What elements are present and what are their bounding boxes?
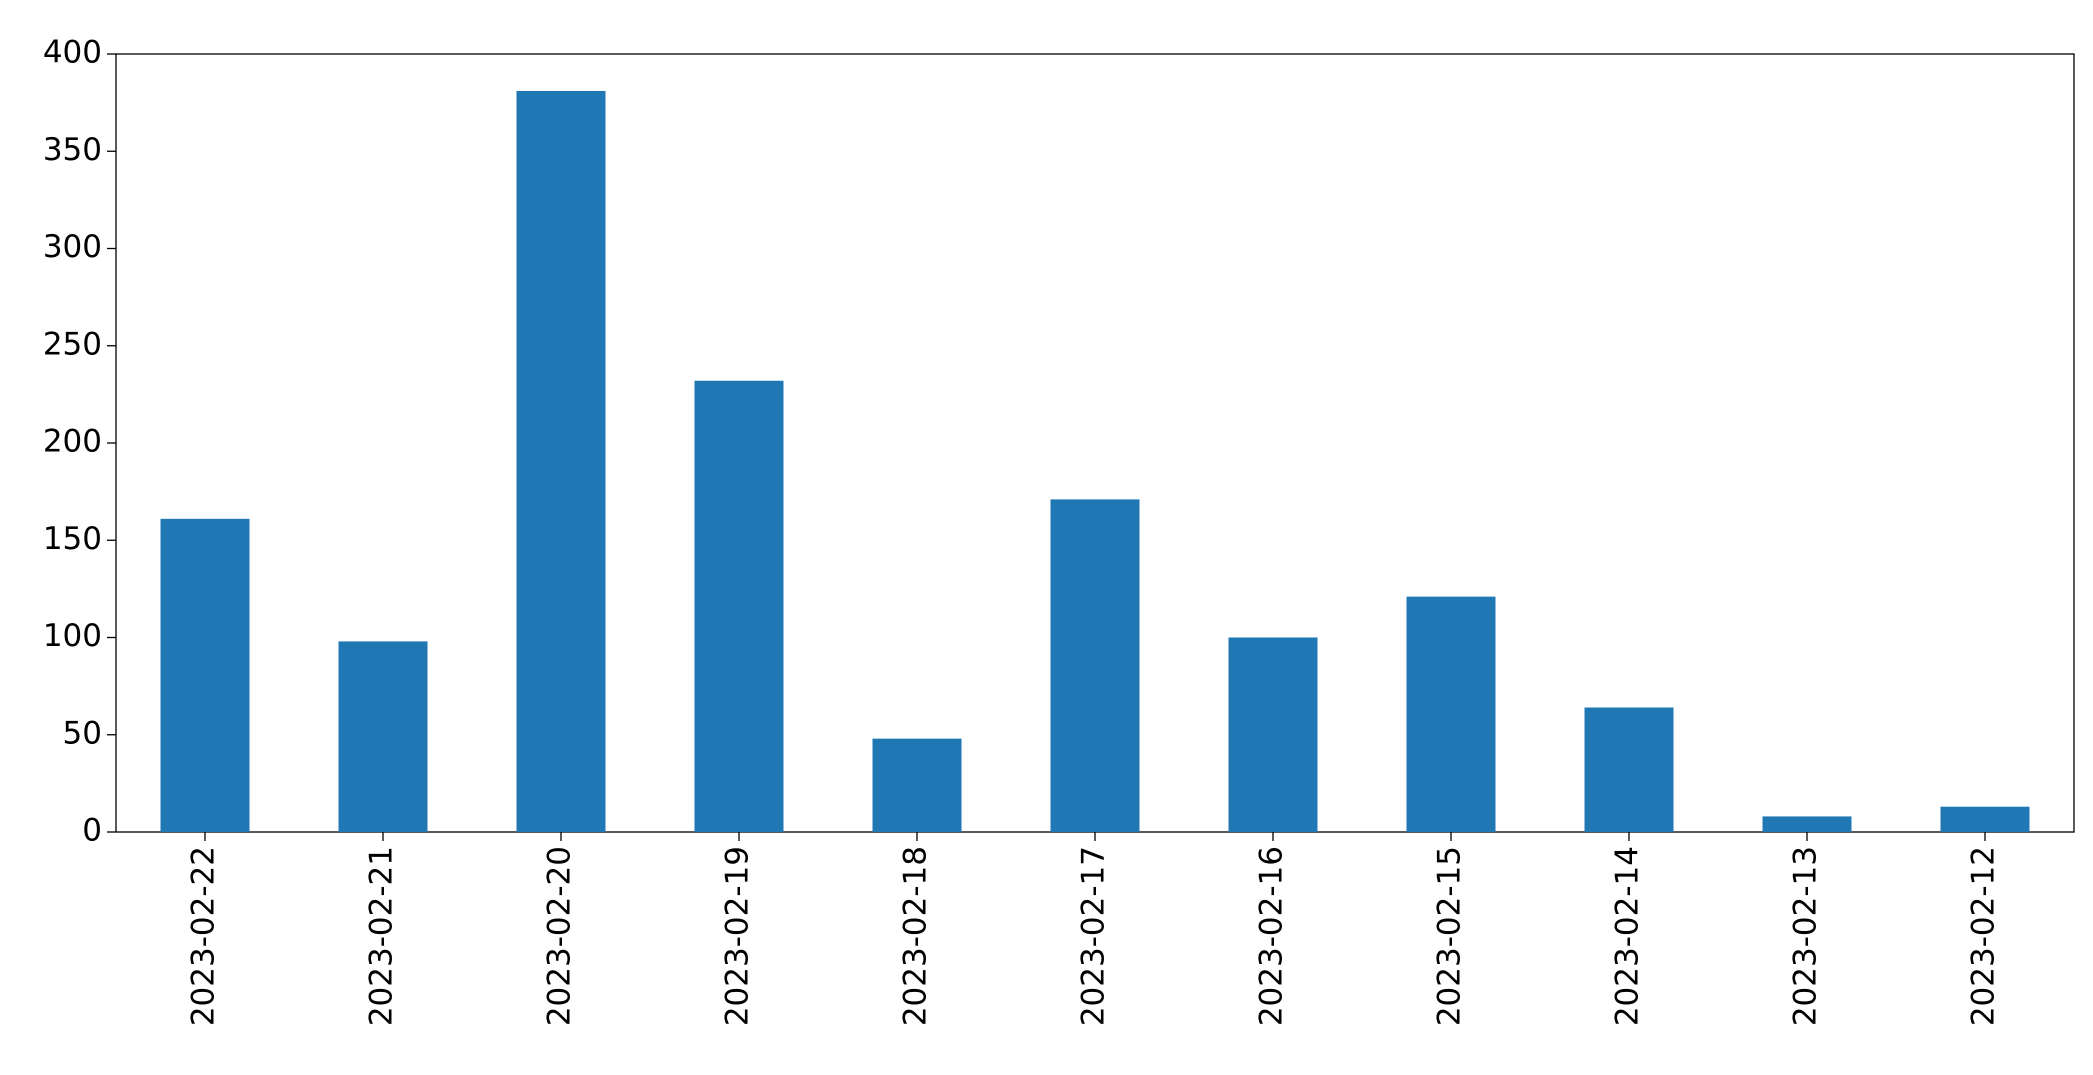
bar bbox=[694, 380, 784, 832]
x-tick-label: 2023-02-18 bbox=[898, 846, 934, 1026]
bar bbox=[872, 738, 962, 832]
bar bbox=[1584, 707, 1674, 832]
bar bbox=[1940, 806, 2030, 832]
y-tick-label: 150 bbox=[43, 521, 102, 557]
y-tick-label: 250 bbox=[43, 326, 102, 362]
x-tick-label: 2023-02-16 bbox=[1254, 846, 1290, 1026]
x-tick-label: 2023-02-17 bbox=[1076, 846, 1112, 1026]
x-tick-label: 2023-02-22 bbox=[186, 846, 222, 1026]
bar bbox=[1406, 596, 1496, 832]
y-tick-label: 350 bbox=[43, 132, 102, 168]
y-tick-label: 300 bbox=[43, 229, 102, 265]
bar bbox=[338, 641, 428, 832]
x-tick-label: 2023-02-14 bbox=[1610, 846, 1646, 1026]
bar bbox=[1050, 499, 1140, 832]
bar bbox=[1228, 637, 1318, 832]
x-tick-label: 2023-02-21 bbox=[364, 846, 400, 1026]
y-tick-label: 50 bbox=[63, 715, 102, 751]
x-tick-label: 2023-02-20 bbox=[542, 846, 578, 1026]
y-tick-label: 0 bbox=[82, 813, 102, 849]
y-tick-label: 400 bbox=[43, 35, 102, 71]
bar bbox=[516, 90, 606, 832]
bar bbox=[1762, 816, 1852, 832]
bar bbox=[160, 518, 250, 832]
x-tick-label: 2023-02-19 bbox=[720, 846, 756, 1026]
y-tick-label: 100 bbox=[43, 618, 102, 654]
y-tick-label: 200 bbox=[43, 424, 102, 460]
x-tick-label: 2023-02-13 bbox=[1788, 846, 1824, 1026]
x-tick-label: 2023-02-15 bbox=[1432, 846, 1468, 1026]
x-tick-label: 2023-02-12 bbox=[1966, 846, 2002, 1026]
